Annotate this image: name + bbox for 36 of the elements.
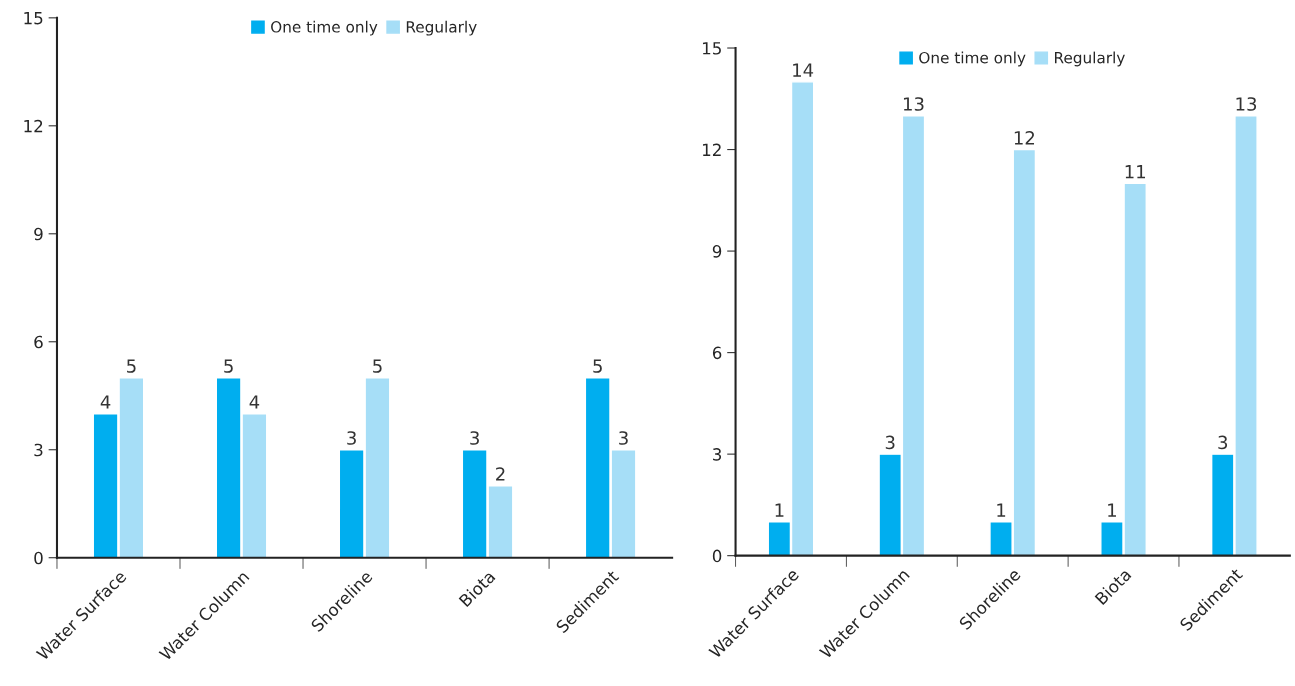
- data-label: 3: [347, 431, 356, 445]
- data-label: 12: [1014, 131, 1035, 145]
- legend-label: One time only: [271, 20, 378, 36]
- y-tick-label: 0: [712, 549, 722, 563]
- data-label: 5: [373, 359, 382, 373]
- y-tick-label: 15: [24, 12, 43, 25]
- data-label: 3: [1218, 435, 1228, 450]
- y-tick-label: 12: [24, 119, 43, 133]
- y-tick-label: 3: [34, 443, 43, 457]
- y-tick-label: 3: [713, 448, 722, 461]
- y-tick-label: 0: [34, 551, 43, 565]
- legend-label: Regularly: [1054, 51, 1125, 67]
- data-label: 5: [224, 359, 233, 373]
- data-label: 1: [997, 503, 1006, 517]
- data-label: 3: [470, 431, 479, 445]
- data-label: 11: [1125, 165, 1145, 179]
- y-tick-label: 6: [712, 346, 722, 360]
- data-label: 2: [496, 467, 505, 481]
- y-tick-label: 15: [702, 42, 721, 55]
- legend-label: One time only: [919, 51, 1026, 67]
- data-label: 14: [793, 63, 814, 77]
- y-tick-label: 12: [702, 143, 721, 156]
- y-tick-label: 9: [712, 245, 722, 258]
- data-label: 3: [619, 431, 628, 445]
- y-tick-label: 6: [34, 335, 43, 349]
- data-label: 5: [593, 359, 602, 373]
- legend-label: Regularly: [406, 20, 477, 36]
- data-label: 1: [1108, 503, 1116, 517]
- data-label: 13: [903, 97, 924, 111]
- data-label: 4: [100, 395, 111, 409]
- data-label: 4: [249, 395, 260, 409]
- data-label: 3: [885, 435, 895, 450]
- data-label: 13: [1236, 97, 1257, 111]
- data-label: 1: [775, 503, 784, 517]
- y-tick-label: 9: [34, 227, 43, 241]
- data-label: 5: [127, 359, 136, 373]
